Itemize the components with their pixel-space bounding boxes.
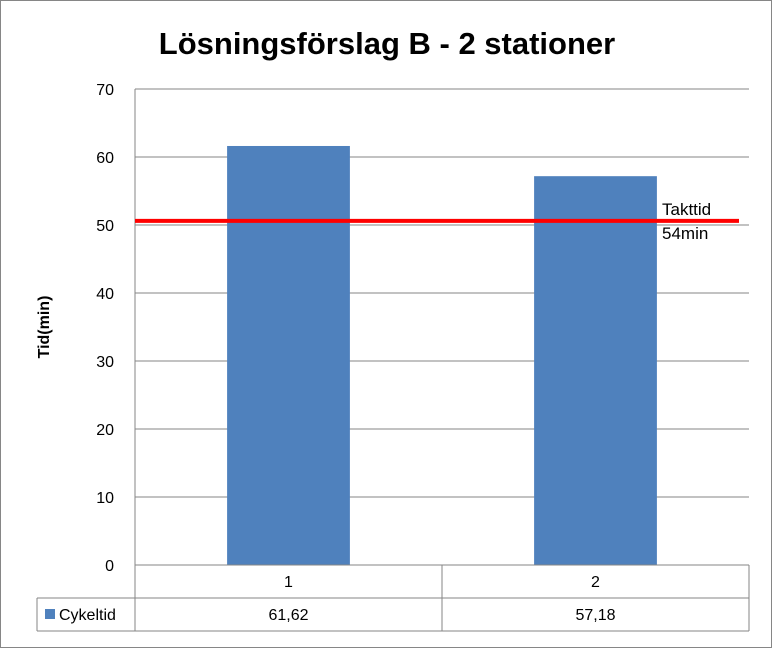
y-tick-label: 70 — [96, 82, 114, 99]
y-tick-label: 50 — [96, 218, 114, 235]
data-label: 61,62 — [268, 607, 308, 624]
legend-swatch — [45, 609, 55, 619]
bar — [227, 145, 350, 565]
y-tick-label: 0 — [105, 558, 114, 575]
takttid-annotation: 54min — [662, 224, 708, 243]
x-tick-label: 1 — [284, 574, 293, 591]
plot-area: 0 10 20 30 40 50 60 70 Takttid 54min — [96, 82, 749, 575]
data-label: 57,18 — [575, 607, 615, 624]
y-tick-label: 10 — [96, 490, 114, 507]
y-tick-label: 40 — [96, 286, 114, 303]
x-tick-label: 2 — [591, 574, 600, 591]
y-tick-label: 60 — [96, 150, 114, 167]
bar — [534, 176, 657, 565]
takttid-annotation: Takttid — [662, 200, 711, 219]
y-axis-label: Tid(min) — [36, 296, 53, 359]
chart-title: Lösningsförslag B - 2 stationer — [159, 26, 615, 61]
y-tick-label: 30 — [96, 354, 114, 371]
data-table: 1 61,62 2 57,18 Cykeltid — [36, 564, 750, 632]
y-tick-label: 20 — [96, 422, 114, 439]
legend-label: Cykeltid — [59, 607, 116, 624]
